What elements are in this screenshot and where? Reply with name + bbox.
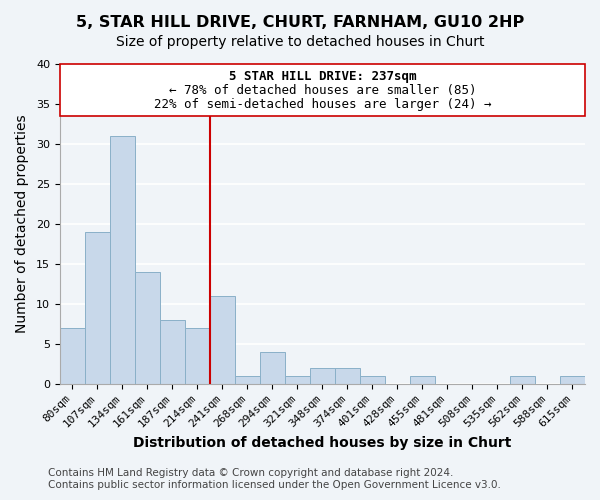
Bar <box>135 272 160 384</box>
Text: 5 STAR HILL DRIVE: 237sqm: 5 STAR HILL DRIVE: 237sqm <box>229 70 416 82</box>
Bar <box>260 352 285 384</box>
Bar <box>85 232 110 384</box>
Bar <box>60 328 85 384</box>
Text: Contains HM Land Registry data © Crown copyright and database right 2024.
Contai: Contains HM Land Registry data © Crown c… <box>48 468 501 490</box>
Bar <box>335 368 360 384</box>
Bar <box>310 368 335 384</box>
Bar <box>110 136 135 384</box>
Bar <box>160 320 185 384</box>
Text: 22% of semi-detached houses are larger (24) →: 22% of semi-detached houses are larger (… <box>154 98 491 110</box>
Bar <box>285 376 310 384</box>
Bar <box>210 296 235 384</box>
Y-axis label: Number of detached properties: Number of detached properties <box>15 114 29 333</box>
Bar <box>185 328 210 384</box>
Bar <box>235 376 260 384</box>
Bar <box>410 376 435 384</box>
Bar <box>560 376 585 384</box>
Bar <box>360 376 385 384</box>
Text: ← 78% of detached houses are smaller (85): ← 78% of detached houses are smaller (85… <box>169 84 476 97</box>
X-axis label: Distribution of detached houses by size in Churt: Distribution of detached houses by size … <box>133 436 512 450</box>
FancyBboxPatch shape <box>60 64 585 116</box>
Text: 5, STAR HILL DRIVE, CHURT, FARNHAM, GU10 2HP: 5, STAR HILL DRIVE, CHURT, FARNHAM, GU10… <box>76 15 524 30</box>
Text: Size of property relative to detached houses in Churt: Size of property relative to detached ho… <box>116 35 484 49</box>
Bar <box>510 376 535 384</box>
